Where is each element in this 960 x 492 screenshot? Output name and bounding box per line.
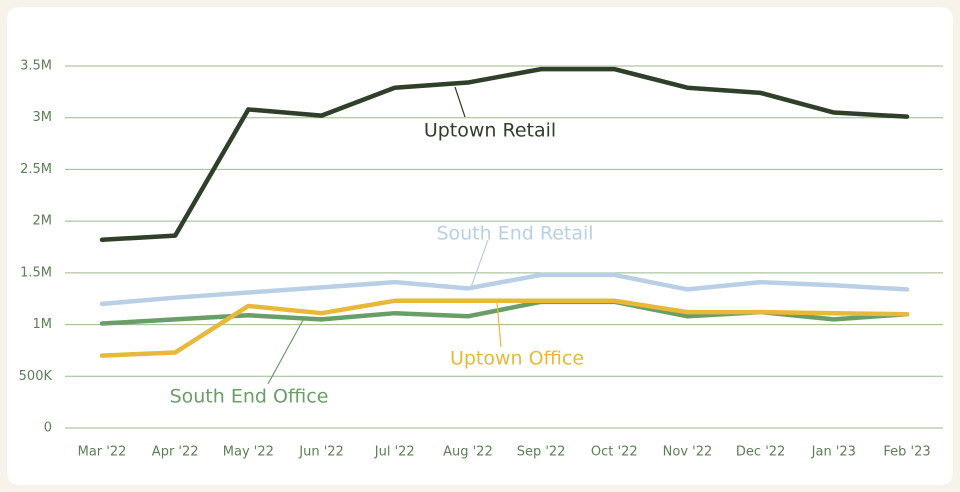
series-line	[99, 272, 910, 307]
leader-line	[454, 86, 466, 118]
y-tick-label: 3.5M	[20, 59, 52, 74]
y-tick-label: 0	[44, 421, 52, 436]
x-tick-label: Jul '22	[374, 445, 415, 460]
series-label: Uptown Office	[450, 348, 584, 370]
card	[7, 7, 953, 485]
x-tick-label: Dec '22	[736, 445, 785, 460]
y-tick-label: 3M	[33, 110, 53, 125]
leader-line	[267, 319, 304, 385]
series-line	[99, 298, 910, 358]
x-tick-label: Aug '22	[443, 445, 493, 460]
x-tick-label: May '22	[223, 445, 274, 460]
y-tick-label: 2.5M	[20, 162, 52, 177]
x-tick-label: Oct '22	[591, 445, 638, 460]
y-tick-label: 1M	[33, 317, 53, 332]
y-tick-label: 1.5M	[20, 265, 52, 280]
series-label: Uptown Retail	[424, 120, 556, 142]
y-tick-label: 2M	[33, 214, 53, 229]
series-label: South End Office	[170, 386, 329, 408]
series-line	[99, 66, 910, 243]
y-tick-label: 500K	[19, 369, 53, 384]
x-tick-label: Feb '23	[883, 445, 930, 460]
x-tick-label: Jun '22	[298, 445, 344, 460]
leader-line	[469, 239, 489, 291]
leader-line	[496, 302, 502, 348]
x-tick-label: Jan '23	[811, 445, 856, 460]
x-tick-label: Apr '22	[152, 445, 199, 460]
x-tick-label: Nov '22	[663, 445, 713, 460]
series-label: South End Retail	[436, 223, 593, 245]
x-tick-label: Mar '22	[78, 445, 127, 460]
x-tick-label: Sep '22	[517, 445, 566, 460]
